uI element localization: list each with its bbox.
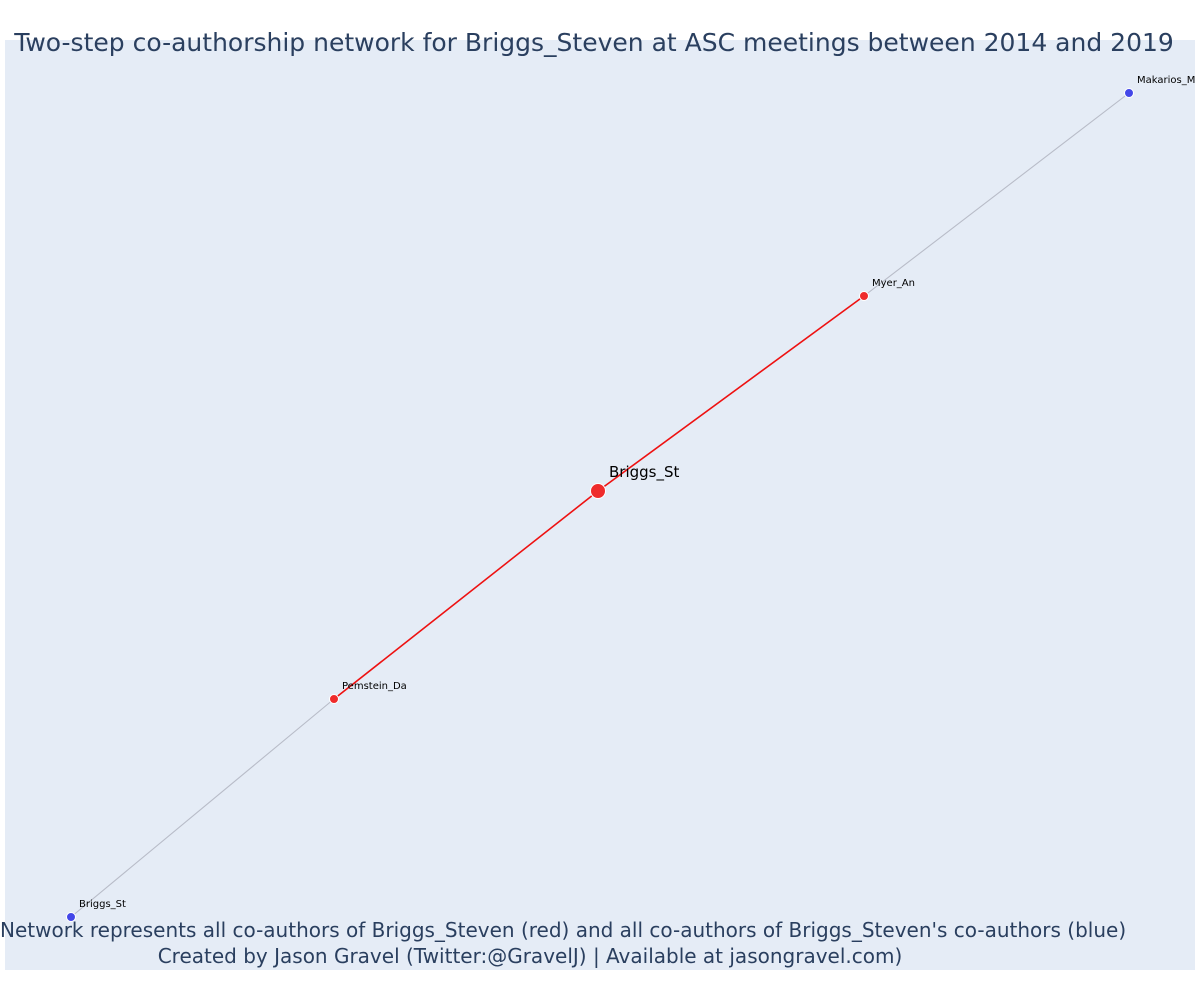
edge-center-myer	[597, 295, 865, 492]
node-label-makarios: Makarios_Ma	[1137, 75, 1200, 86]
edge-pemstein-briggs2	[70, 698, 335, 918]
node-center[interactable]	[590, 483, 606, 499]
caption-credits: Created by Jason Gravel (Twitter:@Gravel…	[157, 944, 903, 968]
node-myer[interactable]	[859, 291, 869, 301]
chart-title: Two-step co-authorship network for Brigg…	[14, 28, 1174, 57]
caption-network-description: Network represents all co-authors of Bri…	[0, 918, 1127, 942]
node-label-briggs2: Briggs_St	[79, 899, 126, 910]
edge-myer-makarios	[863, 92, 1130, 297]
node-label-center: Briggs_St	[609, 463, 680, 482]
node-label-pemstein: Pemstein_Da	[342, 681, 407, 692]
node-makarios[interactable]	[1124, 88, 1134, 98]
node-label-myer: Myer_An	[872, 278, 915, 289]
edge-center-pemstein	[333, 490, 599, 700]
node-pemstein[interactable]	[329, 694, 339, 704]
node-briggs2[interactable]	[66, 912, 76, 922]
